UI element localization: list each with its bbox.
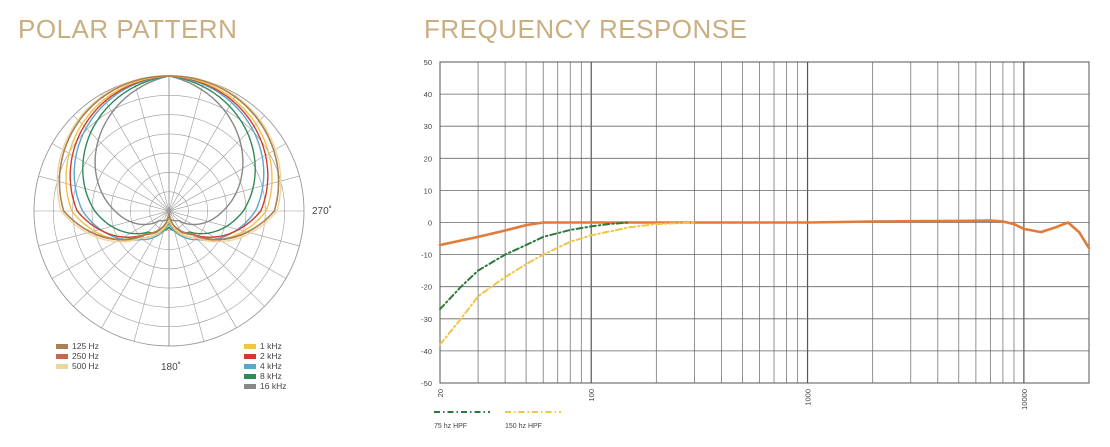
polar-legend-swatch [244, 344, 256, 349]
freq-y-tick-label: 20 [424, 154, 432, 163]
freq-series-75-hz-hpf [439, 221, 631, 311]
polar-legend-label: 4 kHz [260, 361, 282, 371]
freq-y-tick-label: -10 [421, 251, 432, 260]
polar-curve-4-khz [73, 75, 265, 241]
freq-legend-label: 150 hz HPF [505, 423, 542, 430]
polar-curve-125-hz [58, 75, 280, 241]
freq-plot-frame [439, 61, 1090, 384]
freq-x-tick-label: 10000 [1020, 389, 1029, 410]
polar-legend-label: 1 kHz [260, 341, 282, 351]
polar-label-270: 270˚ [312, 205, 332, 217]
freq-series-150-hz-hpf [439, 221, 696, 346]
polar-legend-swatch [244, 354, 256, 359]
freq-x-tick-label: 1000 [804, 389, 813, 406]
polar-legend-swatch [244, 384, 256, 389]
freq-y-tick-label: -30 [421, 315, 432, 324]
freq-y-tick-label: -50 [421, 379, 432, 388]
polar-legend-label: 125 Hz [72, 341, 99, 351]
polar-legend-label: 8 kHz [260, 371, 282, 381]
polar-legend-swatch [56, 364, 68, 369]
freq-y-tick-label: 50 [424, 58, 432, 67]
freq-y-tick-label: 10 [424, 186, 432, 195]
polar-pattern-title: POLAR PATTERN [18, 14, 238, 44]
polar-legend-label: 2 kHz [260, 351, 282, 361]
polar-curve-8-khz [82, 75, 256, 235]
polar-legend-label: 16 kHz [260, 381, 286, 391]
frequency-response-title: FREQUENCY RESPONSE [424, 14, 748, 44]
polar-spoke [133, 80, 205, 342]
freq-legend-label: 75 hz HPF [434, 423, 467, 430]
polar-label-180: 180˚ [161, 361, 181, 373]
polar-curve-1-khz [65, 75, 273, 241]
polar-legend-swatch [56, 354, 68, 359]
polar-legend-swatch [56, 344, 68, 349]
polar-legend-label: 500 Hz [72, 361, 99, 371]
polar-legend-label: 250 Hz [72, 351, 99, 361]
freq-y-tick-label: -20 [421, 283, 432, 292]
freq-y-tick-label: 30 [424, 122, 432, 131]
freq-series-response [438, 219, 1091, 250]
freq-y-tick-label: 40 [424, 90, 432, 99]
polar-legend-swatch [244, 374, 256, 379]
freq-x-tick-label: 20 [436, 389, 445, 397]
polar-legend-swatch [244, 364, 256, 369]
freq-y-tick-label: 0 [428, 219, 432, 228]
freq-y-tick-label: -40 [421, 347, 432, 356]
freq-x-tick-label: 100 [587, 389, 596, 402]
